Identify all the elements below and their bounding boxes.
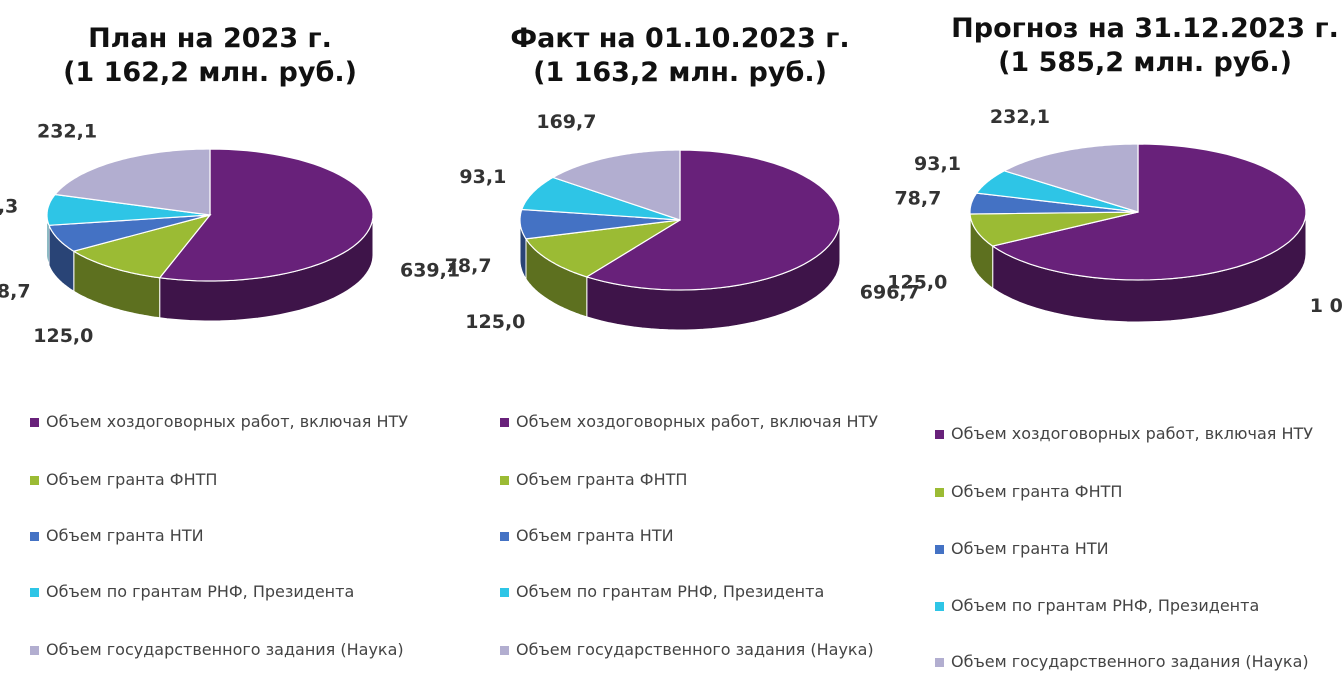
data-label: 87,3: [0, 195, 18, 217]
legend-entry: Объем государственного задания (Наука): [500, 638, 880, 661]
legend-swatch: [30, 418, 39, 427]
legend-entry: Объем хоздоговорных работ, включая НТУ: [935, 422, 1342, 445]
legend-swatch: [500, 532, 509, 541]
legend-entry: Объем гранта ФНТП: [500, 468, 880, 491]
slice: [520, 176, 681, 221]
legend-label: Объем хоздоговорных работ, включая НТУ: [951, 424, 1314, 443]
legend-label: Объем государственного задания (Наука): [951, 652, 1309, 671]
legend-label: Объем гранта НТИ: [46, 526, 204, 545]
legend-swatch: [30, 588, 39, 597]
legend-entry: Объем гранта НТИ: [30, 524, 410, 547]
legend-swatch: [500, 646, 509, 655]
data-label: 125,0: [465, 311, 525, 333]
pie: 1 056,4 125,0 78,7 93,1 232,1: [887, 106, 1342, 323]
data-label: 125,0: [887, 271, 947, 293]
legend-swatch: [935, 602, 944, 611]
data-label: 639,1: [400, 259, 460, 281]
chart-title: План на 2023 г. (1 162,2 млн. руб.): [0, 22, 430, 90]
slice: [969, 211, 1139, 247]
legend-label: Объем хоздоговорных работ, включая НТУ: [46, 412, 409, 431]
legend-label: Объем государственного задания (Наука): [516, 640, 874, 659]
slice: [551, 149, 681, 221]
data-label: 93,1: [459, 166, 506, 188]
data-label: 78,7: [445, 255, 492, 277]
data-label: 1 056,4: [1310, 295, 1342, 317]
legend-entry: Объем хоздоговорных работ, включая НТУ: [30, 410, 410, 433]
legend-label: Объем государственного задания (Наука): [46, 640, 404, 659]
chart-title: Факт на 01.10.2023 г. (1 163,2 млн. руб.): [460, 22, 900, 90]
legend-label: Объем гранта НТИ: [516, 526, 674, 545]
legend-swatch: [935, 658, 944, 667]
slice: [975, 170, 1139, 213]
data-label: 78,7: [0, 280, 31, 302]
slice: [519, 208, 681, 240]
legend-entry: Объем государственного задания (Наука): [30, 638, 410, 661]
legend-label: Объем гранта ФНТП: [46, 470, 218, 489]
slice: [991, 143, 1307, 281]
legend-label: Объем гранта ФНТП: [951, 482, 1123, 501]
chart-title-line: План на 2023 г.: [88, 23, 332, 54]
data-label: 125,0: [33, 325, 93, 347]
chart-subtitle: (1 163,2 млн. руб.): [533, 57, 827, 88]
legend-entry: Объем гранта НТИ: [500, 524, 880, 547]
data-label: 93,1: [914, 153, 961, 175]
slice: [969, 192, 1139, 215]
chart-title-line: Прогноз на 31.12.2023 г.: [951, 13, 1339, 44]
chart-title-line: Факт на 01.10.2023 г.: [510, 23, 850, 54]
legend-swatch: [935, 430, 944, 439]
slice: [53, 148, 211, 216]
legend-entry: Объем гранта ФНТП: [30, 468, 410, 491]
legend-entry: Объем по грантам РНФ, Президента: [500, 580, 880, 603]
legend-entry: Объем по грантам РНФ, Президента: [935, 594, 1342, 617]
chart-title: Прогноз на 31.12.2023 г. (1 585,2 млн. ру…: [925, 12, 1342, 80]
slice: [72, 213, 212, 279]
legend-swatch: [30, 476, 39, 485]
legend-swatch: [500, 418, 509, 427]
legend-swatch: [500, 476, 509, 485]
legend-swatch: [500, 588, 509, 597]
chart-subtitle: (1 585,2 млн. руб.): [998, 47, 1292, 78]
pie: 696,7 125,0 78,7 93,1 169,7: [445, 111, 920, 333]
legend-swatch: [935, 488, 944, 497]
legend-label: Объем гранта НТИ: [951, 539, 1109, 558]
data-label: 232,1: [37, 121, 97, 143]
pie: 639,1 125,0 78,7 87,3 232,1: [0, 121, 460, 347]
legend-entry: Объем государственного задания (Наука): [935, 650, 1342, 673]
data-label: 78,7: [894, 187, 941, 209]
legend-label: Объем по грантам РНФ, Президента: [951, 596, 1260, 615]
legend-entry: Объем гранта НТИ: [935, 537, 1342, 560]
slice: [46, 193, 211, 226]
data-label: 232,1: [990, 106, 1050, 128]
slice: [158, 148, 374, 282]
legend-entry: Объем хоздоговорных работ, включая НТУ: [500, 410, 880, 433]
data-label: 169,7: [536, 111, 596, 133]
chart-subtitle: (1 162,2 млн. руб.): [63, 57, 357, 88]
legend-entry: Объем гранта ФНТП: [935, 480, 1342, 503]
legend-label: Объем по грантам РНФ, Президента: [46, 582, 355, 601]
legend-label: Объем по грантам РНФ, Президента: [516, 582, 825, 601]
slice: [1002, 143, 1139, 213]
legend-label: Объем гранта ФНТП: [516, 470, 688, 489]
slice: [48, 214, 211, 252]
legend-swatch: [30, 646, 39, 655]
legend-entry: Объем по грантам РНФ, Президента: [30, 580, 410, 603]
slice: [585, 149, 841, 291]
legend-swatch: [30, 532, 39, 541]
legend-swatch: [935, 545, 944, 554]
data-label: 696,7: [860, 282, 920, 304]
legend-label: Объем хоздоговорных работ, включая НТУ: [516, 412, 879, 431]
